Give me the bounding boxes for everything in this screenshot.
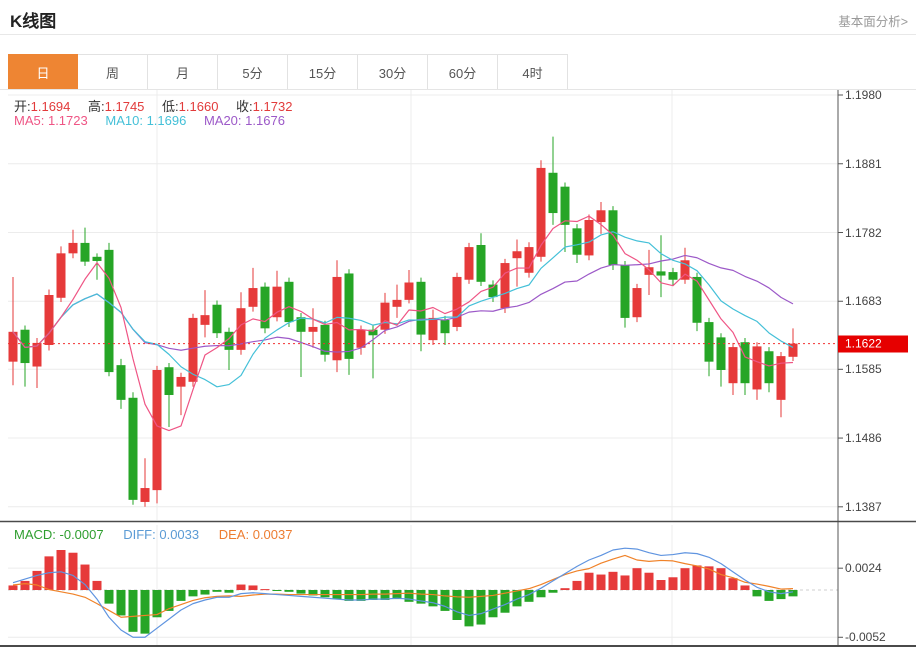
gridlines [8,90,838,645]
ma10-line [12,231,794,388]
ma-info-line: MA5: 1.1723 MA10: 1.1696 MA20: 1.1676 [14,113,299,128]
tab-bar-underline [0,89,916,90]
price-tick-1.1782: 1.1782 [845,225,882,240]
fundamental-analysis-link[interactable]: 基本面分析> [838,15,908,29]
open-label: 开: [14,99,31,114]
diff-line [12,547,794,638]
ma5-value: MA5: 1.1723 [14,113,88,128]
ma10-value: MA10: 1.1696 [105,113,187,128]
high-value: 1.1745 [104,99,145,114]
low-label: 低: [162,99,179,114]
price-tick-1.1683: 1.1683 [845,294,882,309]
price-tick-1.1585: 1.1585 [845,362,882,377]
price-tick-1.1881: 1.1881 [845,156,882,171]
price-tick-1.1486: 1.1486 [845,431,882,446]
dea-value: DEA: 0.0037 [218,527,293,542]
candles [8,136,798,507]
macd-value: MACD: -0.0007 [14,527,104,542]
tab-15min[interactable]: 15分 [288,54,358,90]
tab-4hour[interactable]: 4时 [498,54,568,90]
title-divider [0,34,916,35]
page-title: K线图 [10,12,57,31]
tab-week[interactable]: 周 [78,54,148,90]
period-tab-bar: 日周月 5分 15分 30分 60分 4时 [8,54,568,90]
close-label: 收: [236,99,253,114]
tab-60min[interactable]: 60分 [428,54,498,90]
tab-day[interactable]: 日 [8,54,78,90]
tab-month[interactable]: 月 [148,54,218,90]
diff-value: DIFF: 0.0033 [123,527,200,542]
tab-5min[interactable]: 5分 [218,54,288,90]
ma5-line [12,215,794,432]
dea-line [12,554,794,618]
open-value: 1.1694 [30,99,71,114]
quote-info-line: 开:1.1694 高:1.1745 低:1.1660 收:1.1732 [14,96,306,115]
macd-tick-0.0024: 0.0024 [845,561,882,576]
tab-30min[interactable]: 30分 [358,54,428,90]
low-value: 1.1660 [178,99,219,114]
macd-histogram [8,550,798,634]
price-tick-1.1387: 1.1387 [845,499,882,514]
macd-info-line: MACD: -0.0007 DIFF: 0.0033 DEA: 0.0037 [14,527,308,542]
macd-tick--0.0052: -0.0052 [845,630,886,645]
high-label: 高: [88,99,105,114]
close-value: 1.1732 [252,99,293,114]
ma20-value: MA20: 1.1676 [203,113,285,128]
ma20-line [12,254,794,353]
current-price-badge: 1.1622 [838,335,908,353]
price-tick-1.1980: 1.1980 [845,88,882,102]
